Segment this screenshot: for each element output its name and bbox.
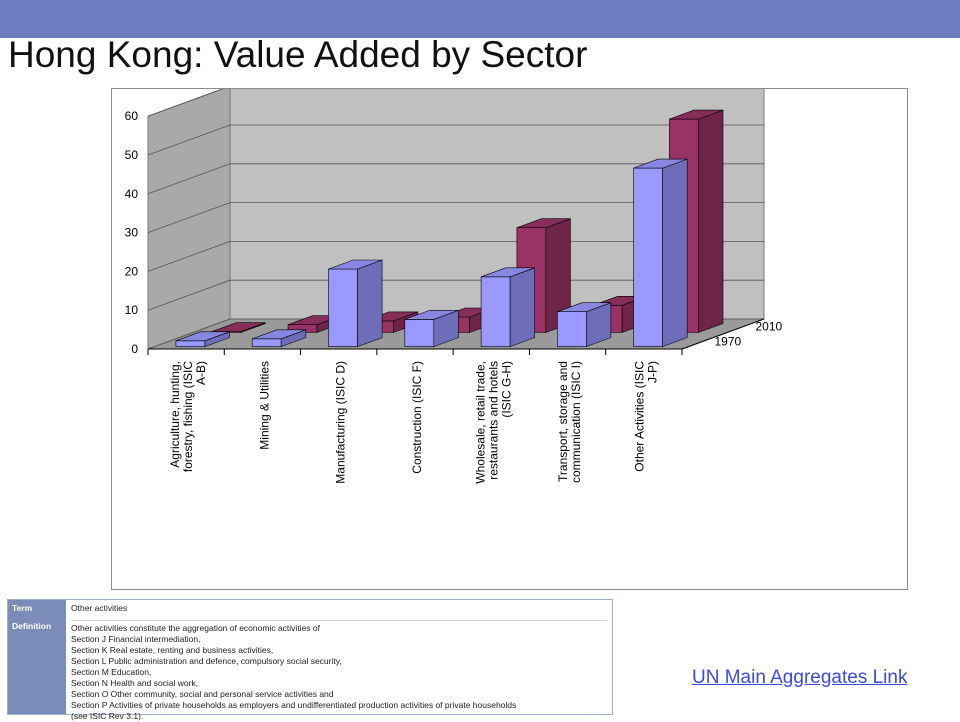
bar-top <box>557 302 612 312</box>
x-category-label-line: communication (ISIC I) <box>569 361 583 483</box>
bar-side <box>698 109 724 333</box>
bar-top <box>211 322 266 332</box>
un-main-aggregates-link[interactable]: UN Main Aggregates Link <box>692 667 908 688</box>
bar-front <box>328 268 358 347</box>
bar-1970 <box>251 329 307 348</box>
x-category-label-line: (ISIC G-H) <box>499 361 513 418</box>
definition-labels: Term Definition <box>8 600 66 714</box>
x-category-label: Manufacturing (ISIC D) <box>334 361 348 484</box>
y-tick-label: 50 <box>125 148 139 162</box>
x-category-label-line: Construction (ISIC F) <box>410 361 424 474</box>
definition-line: Section K Real estate, renting and busin… <box>71 645 274 655</box>
bar-front <box>480 276 511 347</box>
x-category-label: Other Activities (ISICJ-P) <box>632 361 659 472</box>
definition-table: Term Definition Other activities Other a… <box>7 599 613 721</box>
x-category-label-line: Agriculture, hunting, <box>168 361 182 468</box>
x-category-label-line: Other Activities (ISIC <box>632 361 646 472</box>
bar-front <box>175 340 206 347</box>
definition-line: Other activities constitute the aggregat… <box>71 623 320 633</box>
bar-front <box>404 319 435 347</box>
x-category-label-line: A-B) <box>194 361 208 385</box>
x-category-label-line: Mining & Utilities <box>257 361 271 450</box>
definition-line: Section P Activities of private househol… <box>71 700 517 710</box>
x-category-label-line: Transport, storage and <box>556 361 570 482</box>
depth-axis <box>681 318 765 350</box>
bar-1970 <box>556 302 612 348</box>
x-category-label: Construction (ISIC F) <box>410 361 424 474</box>
x-category-label-line: Manufacturing (ISIC D) <box>334 361 348 484</box>
term-label: Term <box>12 603 33 613</box>
bar-front <box>556 311 587 347</box>
bar-side <box>509 267 536 348</box>
bar-side <box>357 259 383 348</box>
side-wall <box>147 89 231 350</box>
x-category-label-line: J-P) <box>645 361 659 383</box>
bar-front <box>633 167 663 347</box>
bar-top <box>328 259 383 270</box>
y-tick-label: 10 <box>125 303 139 317</box>
gridline <box>147 279 764 311</box>
definition-line: (see ISIC Rev 3.1). <box>71 711 144 721</box>
series-label: 2010 <box>756 320 783 334</box>
definition-line: Section M Education, <box>71 667 152 677</box>
x-category-label: Agriculture, hunting,forestry, fishing (… <box>168 361 208 472</box>
gridline <box>147 240 764 272</box>
series-label: 1970 <box>715 335 742 349</box>
y-tick-label: 60 <box>125 109 139 123</box>
bar-top <box>633 158 688 169</box>
bar-top <box>404 310 459 320</box>
x-category-label: Mining & Utilities <box>257 361 271 450</box>
top-banner <box>0 0 960 38</box>
bar-1970 <box>404 309 459 348</box>
bar-top <box>480 267 535 278</box>
definition-line: Section N Health and social work, <box>71 678 199 688</box>
term-value: Other activities <box>71 603 607 621</box>
bar-top <box>252 329 306 340</box>
bar-1970 <box>633 158 688 348</box>
bar-top <box>669 109 724 120</box>
bar-1970 <box>175 331 230 348</box>
bar-side <box>662 158 688 348</box>
y-tick-label: 20 <box>125 264 139 278</box>
y-tick-label: 30 <box>125 226 139 240</box>
chart-frame: 0 10 20 30 40 50 60 2010 1970 Agriculture, huntin… <box>111 88 908 590</box>
value-added-chart: 0 10 20 30 40 50 60 2010 1970 Agriculture, huntin… <box>125 89 783 484</box>
gridline <box>147 202 764 233</box>
definition-text: Other activities constitute the aggregat… <box>71 621 607 722</box>
x-category-label: Transport, storage andcommunication (ISI… <box>556 361 583 483</box>
gridline <box>147 124 764 156</box>
y-tick-label: 40 <box>125 187 139 201</box>
x-category-label: Wholesale, retail trade,restaurants and … <box>473 361 513 484</box>
y-tick-label: 0 <box>131 342 138 356</box>
definition-line: Section J Financial intermediation, <box>71 634 201 644</box>
bar-top <box>175 331 230 342</box>
bar-top <box>516 218 571 228</box>
page-title: Hong Kong: Value Added by Sector <box>8 34 588 75</box>
bar-front <box>251 338 282 347</box>
definition-label: Definition <box>12 621 52 631</box>
definition-body: Other activities Other activities consti… <box>66 600 612 721</box>
definition-line: Section L Public administration and defe… <box>71 656 342 666</box>
bar-1970 <box>480 267 536 348</box>
bar-1970 <box>328 259 383 348</box>
gridline <box>147 163 764 195</box>
x-category-label-line: restaurants and hotels <box>486 361 500 480</box>
x-category-label-line: forestry, fishing (ISIC <box>181 361 195 472</box>
definition-line: Section O Other community, social and pe… <box>71 689 334 699</box>
x-category-label-line: Wholesale, retail trade, <box>473 361 487 484</box>
gridline <box>147 89 224 117</box>
